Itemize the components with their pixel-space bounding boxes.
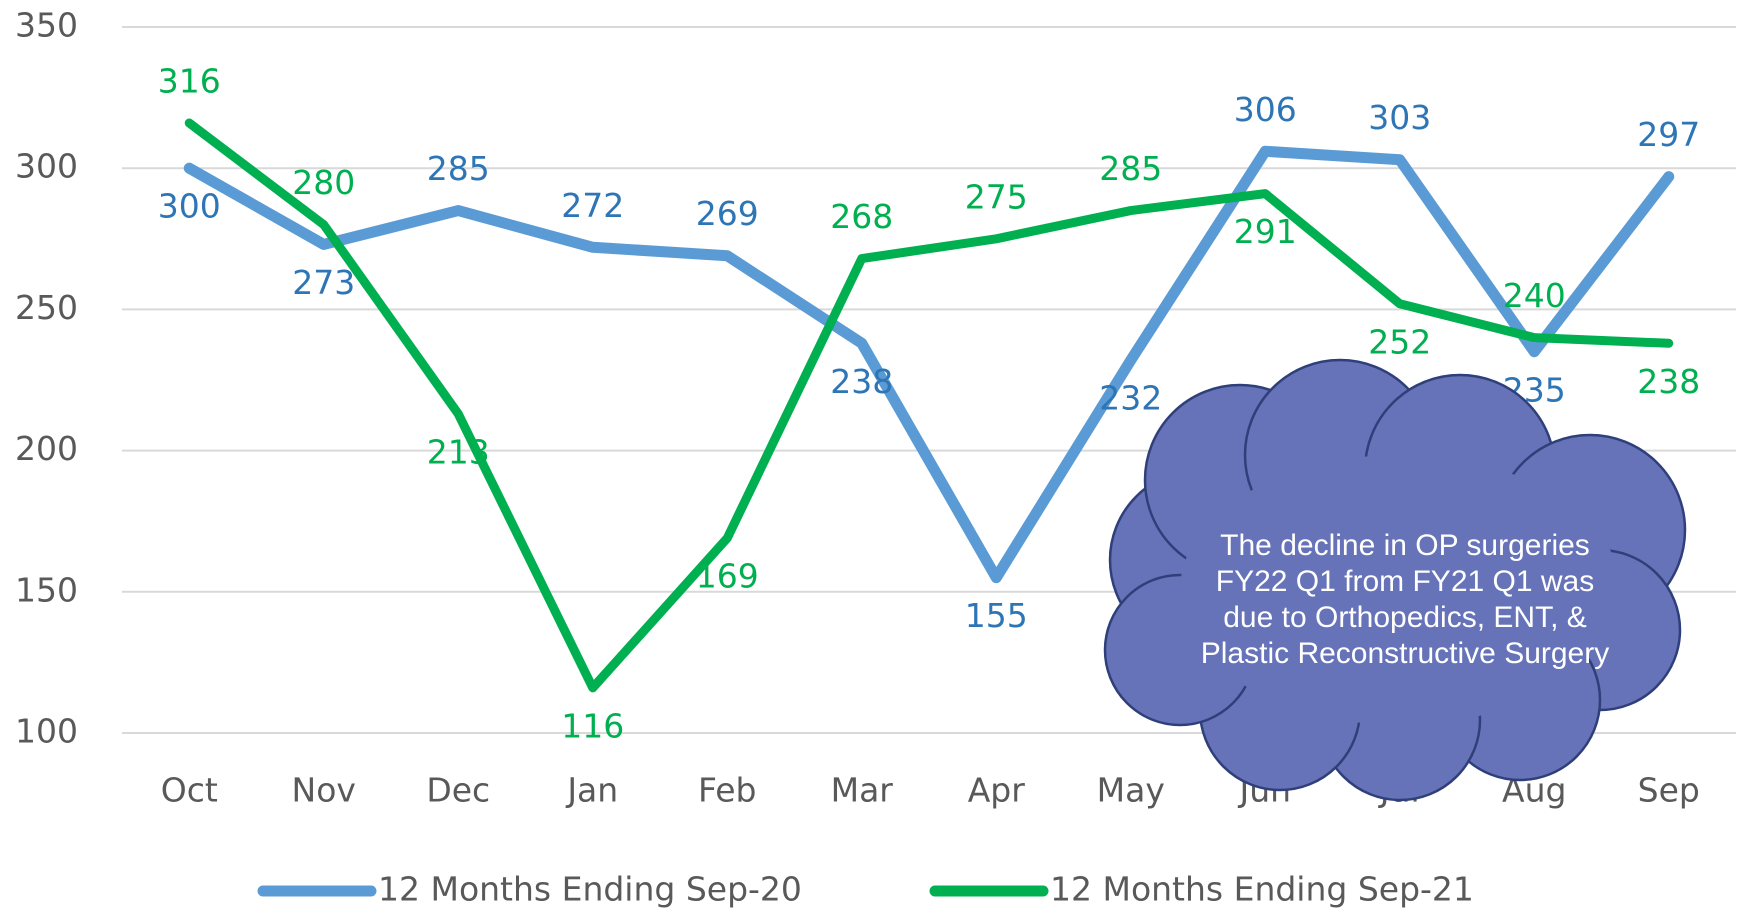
series-line [184,118,1674,693]
data-label: 300 [158,187,221,226]
grid: 100 150 200 250 300 350 Oct Nov Dec Jan Feb Mar Apr M… [15,6,1736,909]
y-tick-label: 100 [15,712,78,751]
data-label: 272 [561,186,624,225]
data-label: 273 [292,263,355,302]
data-label: 285 [1099,149,1162,188]
x-tick-label: Oct [161,771,218,810]
data-label: 169 [696,557,759,596]
data-label: 285 [427,149,490,188]
data-label: 116 [561,706,624,745]
data-label: 155 [965,596,1028,635]
annotation-box: The decline in OP surgeries FY22 Q1 from… [1200,529,1610,670]
y-tick-label: 200 [15,429,78,468]
data-label: 280 [292,163,355,202]
cloud-body [1180,455,1620,725]
x-tick-label: Sep [1638,771,1700,810]
data-label: 316 [158,62,221,101]
data-label: 238 [1637,362,1700,401]
legend-label: 12 Months Ending Sep-20 [378,870,802,909]
legend-label: 12 Months Ending Sep-21 [1050,870,1474,909]
data-label: 268 [830,197,893,236]
x-tick-label: Jan [565,771,618,810]
data-label: 238 [830,362,893,401]
series-line [183,145,1675,584]
x-tick-label: Feb [698,771,756,810]
data-label: 269 [696,194,759,233]
y-tick-label: 300 [15,147,78,186]
annotation-text: The decline in OP surgeries FY22 Q1 from… [1200,529,1610,670]
x-tick-label: Mar [831,771,894,810]
data-label: 303 [1368,98,1431,137]
data-label: 297 [1637,115,1700,154]
data-label: 213 [427,432,490,471]
x-tick-label: Nov [292,771,356,810]
data-label: 252 [1368,322,1431,361]
x-tick-label: Apr [968,771,1026,810]
y-tick-label: 250 [15,288,78,327]
data-label: 232 [1099,379,1162,418]
data-label: 306 [1234,90,1297,129]
data-label: 240 [1503,276,1566,315]
annotation-cloud: The decline in OP surgeries FY22 Q1 from… [1103,358,1687,802]
x-tick-label: Dec [426,771,490,810]
y-tick-label: 350 [15,6,78,45]
lines [183,118,1675,693]
data-label: 275 [965,177,1028,216]
data-label: 291 [1234,212,1297,251]
y-tick-label: 150 [15,570,78,609]
x-tick-label: May [1097,771,1165,810]
